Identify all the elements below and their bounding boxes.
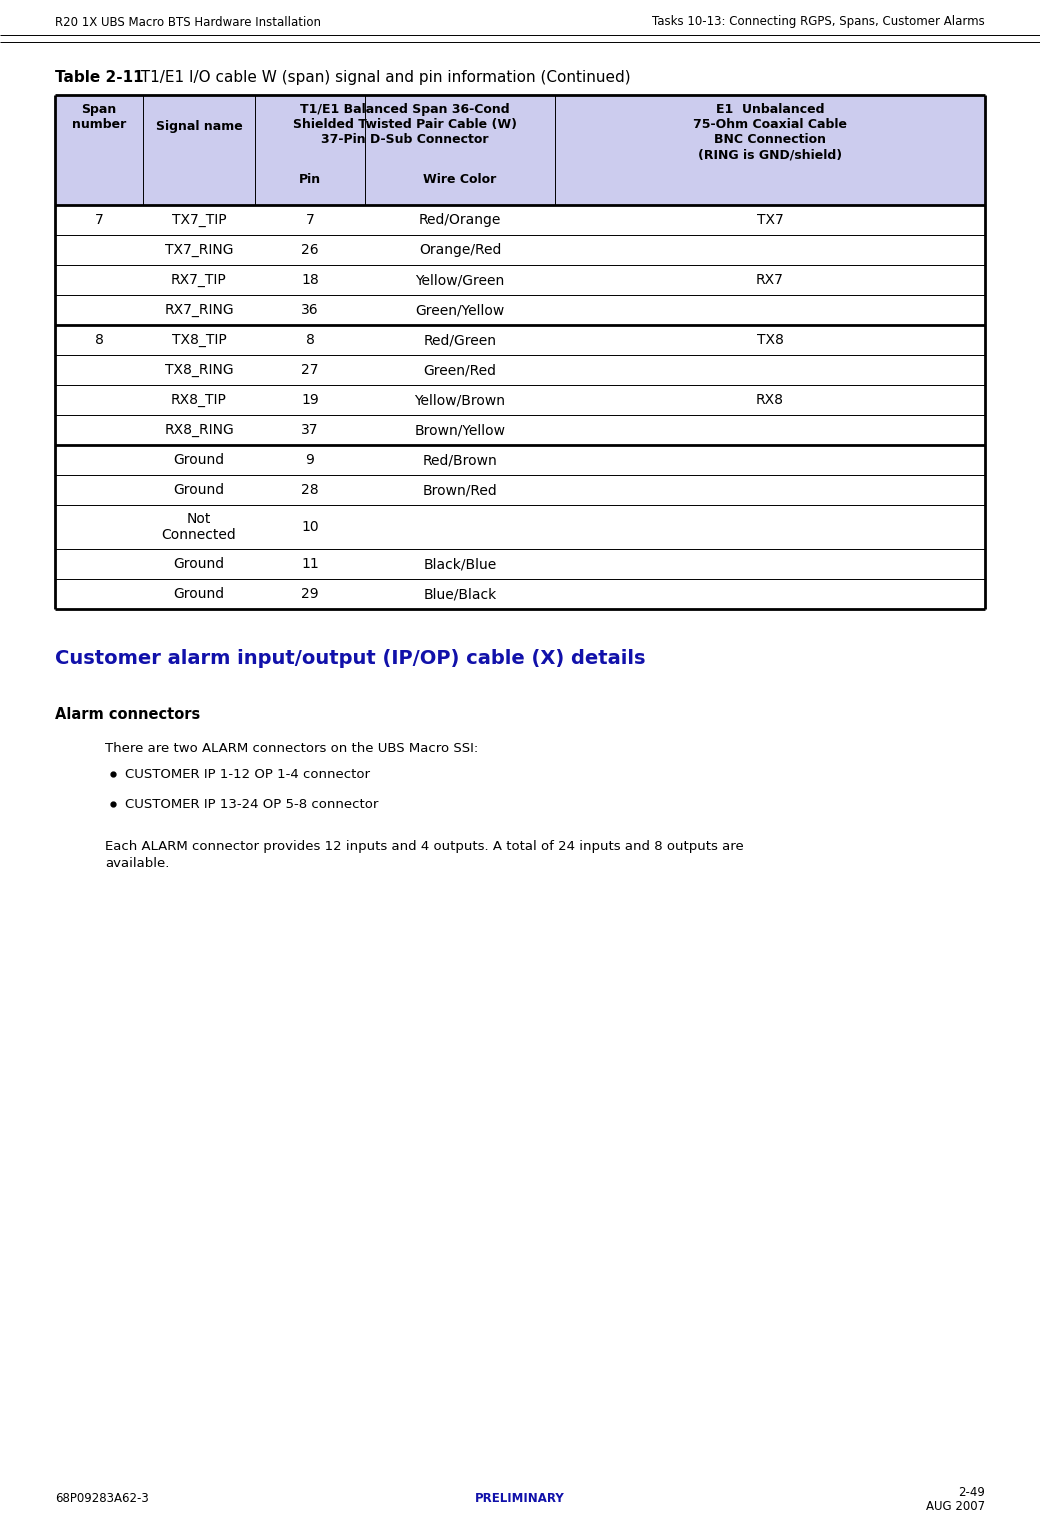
Text: Span
number: Span number xyxy=(72,102,126,131)
Text: Customer alarm input/output (IP/OP) cable (X) details: Customer alarm input/output (IP/OP) cabl… xyxy=(55,649,646,667)
Text: 36: 36 xyxy=(302,302,319,318)
Text: 7: 7 xyxy=(95,212,103,228)
Text: 28: 28 xyxy=(302,483,319,496)
Text: 37: 37 xyxy=(302,423,318,437)
Text: AUG 2007: AUG 2007 xyxy=(926,1501,985,1513)
Text: RX8_TIP: RX8_TIP xyxy=(171,392,227,408)
Text: Green/Yellow: Green/Yellow xyxy=(415,302,504,318)
Text: RX8: RX8 xyxy=(756,392,784,408)
Text: RX7_RING: RX7_RING xyxy=(164,302,234,318)
Text: T1/E1 Balanced Span 36-Cond
Shielded Twisted Pair Cable (W)
37-Pin D-Sub Connect: T1/E1 Balanced Span 36-Cond Shielded Twi… xyxy=(293,102,517,147)
Text: RX7_TIP: RX7_TIP xyxy=(172,273,227,287)
Text: Signal name: Signal name xyxy=(156,121,242,133)
Text: RX7: RX7 xyxy=(756,273,784,287)
Text: TX8_TIP: TX8_TIP xyxy=(172,333,227,347)
Text: 10: 10 xyxy=(302,521,319,534)
Text: Ground: Ground xyxy=(174,454,225,467)
Text: 18: 18 xyxy=(302,273,319,287)
Text: TX8_RING: TX8_RING xyxy=(164,363,233,377)
Text: 27: 27 xyxy=(302,363,318,377)
Text: T1/E1 I/O cable W (span) signal and pin information (Continued): T1/E1 I/O cable W (span) signal and pin … xyxy=(131,70,630,86)
Text: Alarm connectors: Alarm connectors xyxy=(55,707,201,722)
Text: Tasks 10-13: Connecting RGPS, Spans, Customer Alarms: Tasks 10-13: Connecting RGPS, Spans, Cus… xyxy=(652,15,985,29)
Text: Orange/Red: Orange/Red xyxy=(419,243,501,257)
Text: Brown/Red: Brown/Red xyxy=(422,483,497,496)
Text: Green/Red: Green/Red xyxy=(423,363,496,377)
Text: Ground: Ground xyxy=(174,557,225,571)
Text: 8: 8 xyxy=(95,333,103,347)
Text: There are two ALARM connectors on the UBS Macro SSI:: There are two ALARM connectors on the UB… xyxy=(105,742,478,754)
Text: TX7_TIP: TX7_TIP xyxy=(172,212,227,228)
Text: Not
Connected: Not Connected xyxy=(161,512,236,542)
Text: 19: 19 xyxy=(302,392,319,408)
Text: Yellow/Green: Yellow/Green xyxy=(415,273,504,287)
Text: E1  Unbalanced
75-Ohm Coaxial Cable
BNC Connection
(RING is GND/shield): E1 Unbalanced 75-Ohm Coaxial Cable BNC C… xyxy=(693,102,847,160)
Text: Red/Brown: Red/Brown xyxy=(422,454,497,467)
Text: Table 2-11: Table 2-11 xyxy=(55,70,144,86)
Text: Pin: Pin xyxy=(298,173,321,186)
Text: Red/Orange: Red/Orange xyxy=(419,212,501,228)
Text: Yellow/Brown: Yellow/Brown xyxy=(415,392,505,408)
Text: Blue/Black: Blue/Black xyxy=(423,586,497,602)
Text: Black/Blue: Black/Blue xyxy=(423,557,497,571)
Text: R20 1X UBS Macro BTS Hardware Installation: R20 1X UBS Macro BTS Hardware Installati… xyxy=(55,15,321,29)
Text: Wire Color: Wire Color xyxy=(423,173,497,186)
Text: TX8: TX8 xyxy=(756,333,783,347)
Text: 9: 9 xyxy=(306,454,314,467)
Text: 2-49: 2-49 xyxy=(958,1486,985,1500)
Text: Ground: Ground xyxy=(174,586,225,602)
Text: 7: 7 xyxy=(306,212,314,228)
Text: RX8_RING: RX8_RING xyxy=(164,423,234,437)
Text: PRELIMINARY: PRELIMINARY xyxy=(475,1492,565,1506)
Text: Brown/Yellow: Brown/Yellow xyxy=(415,423,505,437)
Text: 26: 26 xyxy=(302,243,319,257)
Text: 68P09283A62-3: 68P09283A62-3 xyxy=(55,1492,149,1506)
Text: TX7: TX7 xyxy=(757,212,783,228)
Text: 29: 29 xyxy=(302,586,319,602)
Text: Each ALARM connector provides 12 inputs and 4 outputs. A total of 24 inputs and : Each ALARM connector provides 12 inputs … xyxy=(105,840,744,870)
Text: Ground: Ground xyxy=(174,483,225,496)
Text: Red/Green: Red/Green xyxy=(423,333,496,347)
Text: 8: 8 xyxy=(306,333,314,347)
Text: 11: 11 xyxy=(302,557,319,571)
Bar xyxy=(55,95,985,205)
Text: TX7_RING: TX7_RING xyxy=(164,243,233,257)
Text: CUSTOMER IP 1-12 OP 1-4 connector: CUSTOMER IP 1-12 OP 1-4 connector xyxy=(125,768,370,780)
Text: CUSTOMER IP 13-24 OP 5-8 connector: CUSTOMER IP 13-24 OP 5-8 connector xyxy=(125,799,379,811)
